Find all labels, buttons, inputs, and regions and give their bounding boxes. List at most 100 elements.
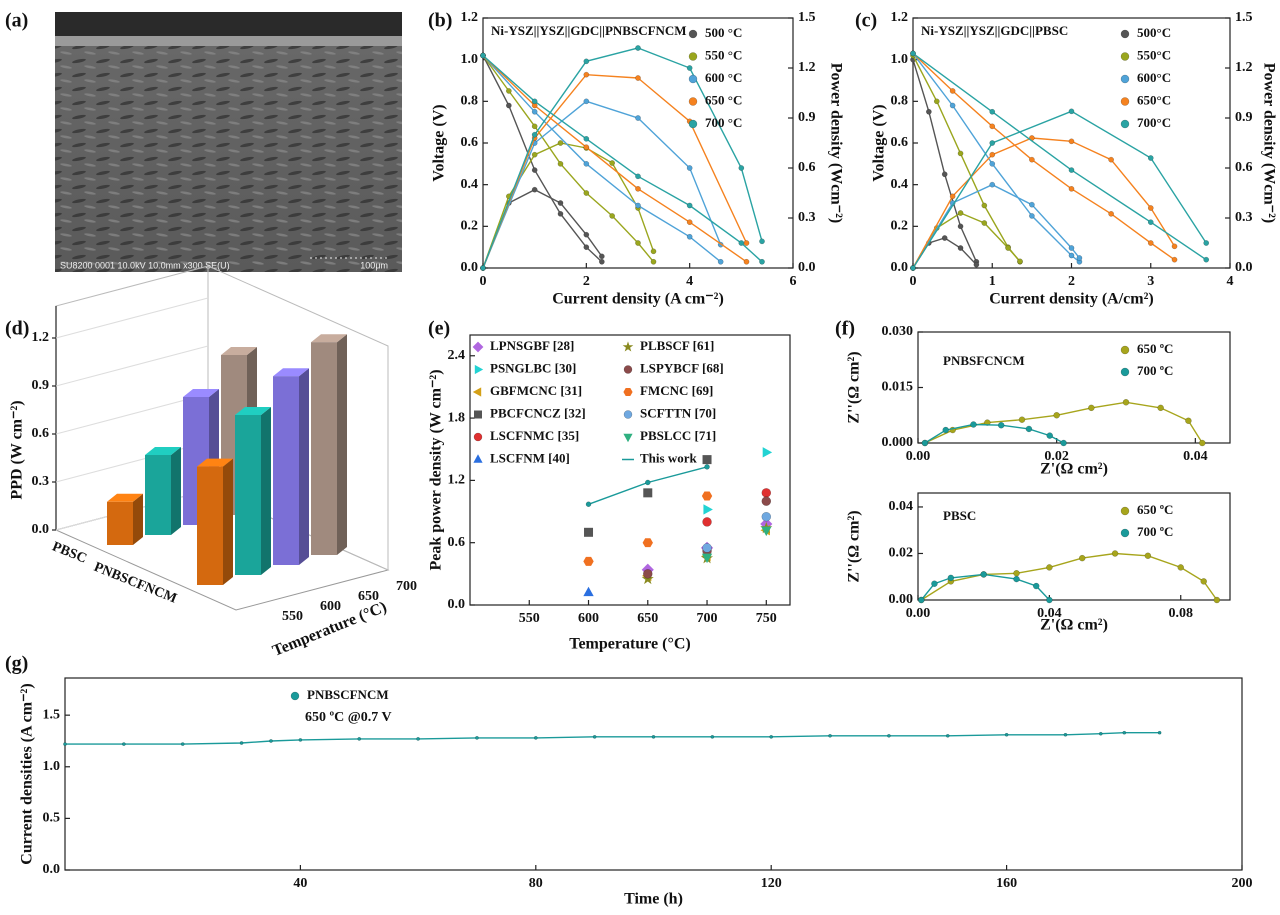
marker <box>949 88 956 94</box>
x-tick-label: 650 <box>637 611 658 626</box>
marker <box>531 167 538 173</box>
data-line <box>482 55 722 263</box>
marker <box>1177 564 1184 571</box>
data-line <box>912 137 1176 269</box>
marker <box>505 102 512 109</box>
marker <box>635 173 641 180</box>
y-tick-label: 0.0 <box>32 522 50 537</box>
legend-marker <box>688 29 698 39</box>
y-tick-label: 1.2 <box>32 330 50 345</box>
x-axis-label: Z'(Ω cm²) <box>1040 617 1108 634</box>
y2-tick-label: 0.3 <box>798 210 816 225</box>
marker <box>1025 425 1033 433</box>
marker <box>933 98 940 105</box>
x-axis-label: Z'(Ω cm²) <box>1040 461 1108 478</box>
marker <box>941 171 948 178</box>
legend-marker <box>474 364 484 375</box>
bar-top <box>197 458 233 467</box>
bar <box>145 455 171 535</box>
plot-frame <box>469 334 791 606</box>
y2-tick-label: 0.9 <box>1235 110 1253 125</box>
marker <box>769 734 774 739</box>
legend-label: LSCFNM [40] <box>490 450 570 465</box>
legend-label: GBFMCNC [31] <box>490 383 582 398</box>
plot-frame <box>64 677 1243 871</box>
marker <box>686 219 693 226</box>
marker <box>1157 404 1164 412</box>
marker <box>1068 138 1075 145</box>
y-tick-label: 0.8 <box>461 94 479 109</box>
marker <box>686 233 693 240</box>
marker <box>1144 552 1152 560</box>
marker <box>945 733 950 738</box>
sem-panel: (a) SU8200 0001 10.0kV 10.0mm x300 SE(U)… <box>5 10 402 272</box>
marker <box>585 501 592 508</box>
plot-frame <box>482 17 794 269</box>
marker <box>583 58 590 65</box>
y-axis-label: Peak power density (W cm⁻²) <box>428 369 445 570</box>
marker <box>957 245 964 251</box>
marker <box>357 737 362 741</box>
marker <box>1005 245 1011 251</box>
legend-marker <box>622 341 634 352</box>
y-tick-label: 0.6 <box>891 135 909 150</box>
marker <box>1147 240 1154 246</box>
marker <box>1157 730 1162 735</box>
panel-label: (b) <box>428 10 452 32</box>
marker <box>957 150 964 157</box>
legend-label: 600°C <box>1137 70 1171 85</box>
marker <box>533 736 538 740</box>
x-tick-label: 4 <box>686 274 693 289</box>
x-tick-label: 80 <box>529 876 543 891</box>
bar-side <box>261 407 271 575</box>
marker <box>1068 108 1075 115</box>
marker <box>651 734 656 739</box>
marker <box>989 123 996 130</box>
legend-marker <box>472 341 484 353</box>
legend-marker <box>473 432 483 442</box>
marker <box>583 244 590 251</box>
legend-marker <box>688 97 698 106</box>
legend-label: 700°C <box>1137 115 1171 130</box>
marker <box>743 240 750 246</box>
marker <box>701 553 713 564</box>
data-line <box>912 59 978 263</box>
marker <box>609 213 616 219</box>
marker <box>761 526 772 537</box>
marker <box>609 160 616 166</box>
data-line <box>482 55 655 263</box>
marker <box>1068 252 1075 259</box>
marker <box>1076 255 1083 261</box>
legend-marker <box>1120 97 1130 106</box>
y-tick-label: 1.0 <box>461 52 479 67</box>
y-tick-label: 1.2 <box>891 10 909 25</box>
marker <box>743 258 750 265</box>
y-tick-label: 0.030 <box>882 324 914 339</box>
marker <box>635 240 641 246</box>
marker <box>239 741 244 745</box>
sem-caption: SU8200 0001 10.0kV 10.0mm x300 SE(U) <box>60 260 230 270</box>
y-tick-label: 0.4 <box>461 177 479 192</box>
marker <box>583 71 590 78</box>
legend-marker <box>474 410 482 419</box>
marker <box>1017 258 1023 265</box>
data-line <box>65 732 1160 745</box>
plot-title: PBSC <box>943 508 976 523</box>
y2-tick-label: 1.2 <box>1235 60 1253 75</box>
legend-marker <box>623 365 633 374</box>
marker <box>475 736 479 740</box>
y-axis-label: Voltage (V) <box>431 104 448 181</box>
marker <box>980 571 987 578</box>
plot-title: Ni-YSZ||YSZ||GDC||PBSC <box>921 23 1068 38</box>
legend-marker <box>1120 367 1130 377</box>
y-tick-label: 1.0 <box>891 52 909 67</box>
marker <box>702 543 712 553</box>
marker <box>650 258 657 265</box>
marker <box>701 491 713 501</box>
marker <box>1046 432 1053 439</box>
y2-axis-label: Power density (Wcm⁻²) <box>827 63 844 223</box>
marker <box>910 50 916 57</box>
data-line <box>924 401 1203 444</box>
legend-label: PBCFCNCZ [32] <box>490 405 586 420</box>
y2-tick-label: 1.5 <box>1235 10 1253 25</box>
